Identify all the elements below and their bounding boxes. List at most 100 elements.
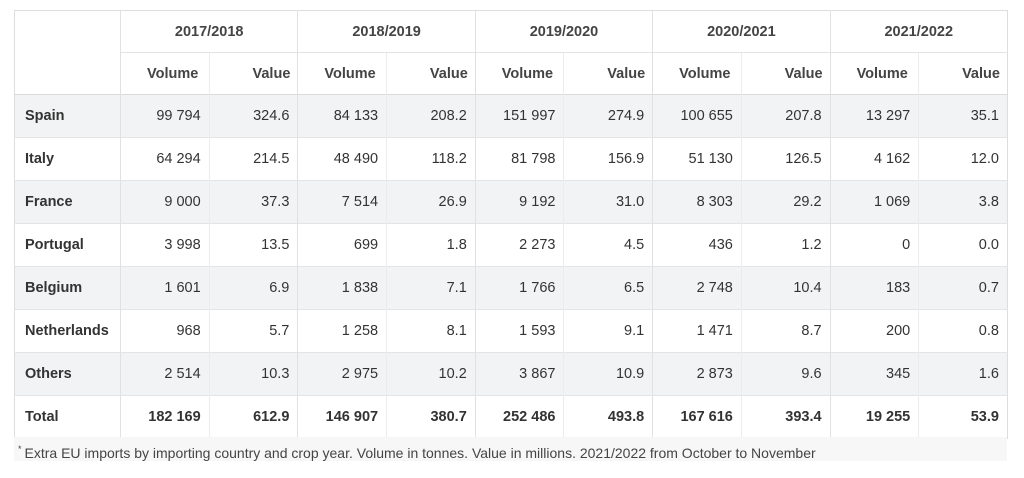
- volume-cell: 7 514: [297, 180, 387, 224]
- volume-cell: 3 867: [474, 352, 564, 396]
- table-row: Spain 99 794 324.6 84 133 208.2 151 997 274.9 1…: [14, 94, 1008, 138]
- volume-cell: 48 490: [297, 137, 387, 181]
- value-cell: 214.5: [208, 137, 298, 181]
- table-body: Spain 99 794 324.6 84 133 208.2 151 997 274.9 1…: [14, 94, 1008, 439]
- country-cell: Portugal: [14, 223, 121, 267]
- value-cell: 6.9: [208, 266, 298, 310]
- volume-cell: 1 069: [829, 180, 919, 224]
- value-header: Value: [208, 52, 298, 95]
- volume-header: Volume: [474, 52, 564, 95]
- country-cell: Others: [14, 352, 121, 396]
- volume-cell: 9 000: [120, 180, 210, 224]
- volume-cell: 1 258: [297, 309, 387, 353]
- country-cell: France: [14, 180, 121, 224]
- volume-cell: 99 794: [120, 94, 210, 138]
- value-header: Value: [740, 52, 831, 95]
- value-cell: 10.2: [386, 352, 476, 396]
- corner-cell: [14, 10, 121, 95]
- value-cell: 7.1: [386, 266, 476, 310]
- year-header-row: 2017/2018 2018/2019 2019/2020 2020/2021 …: [14, 10, 1008, 95]
- value-cell: 0.7: [918, 266, 1008, 310]
- table-row: Italy 64 294 214.5 48 490 118.2 81 798 156.9 51…: [14, 137, 1008, 181]
- value-cell: 9.1: [563, 309, 653, 353]
- value-cell: 8.1: [386, 309, 476, 353]
- value-cell: 0.8: [918, 309, 1008, 353]
- value-cell: 0.0: [918, 223, 1008, 267]
- volume-cell: 183: [829, 266, 919, 310]
- volume-cell: 1 601: [120, 266, 210, 310]
- volume-cell: 252 486: [474, 395, 564, 439]
- year-header: 2021/2022: [829, 10, 1008, 53]
- table-header: 2017/2018 2018/2019 2019/2020 2020/2021 …: [14, 10, 1008, 95]
- imports-table: 2017/2018 2018/2019 2019/2020 2020/2021 …: [14, 10, 1008, 439]
- volume-header: Volume: [829, 52, 919, 95]
- value-cell: 380.7: [386, 395, 476, 439]
- value-cell: 207.8: [740, 94, 831, 138]
- volume-cell: 51 130: [652, 137, 742, 181]
- year-header: 2019/2020: [474, 10, 653, 53]
- value-cell: 10.4: [740, 266, 831, 310]
- volume-cell: 9 192: [474, 180, 564, 224]
- value-cell: 29.2: [740, 180, 831, 224]
- imports-table-container: 2017/2018 2018/2019 2019/2020 2020/2021 …: [14, 10, 1008, 439]
- value-cell: 493.8: [563, 395, 653, 439]
- value-cell: 12.0: [918, 137, 1008, 181]
- value-cell: 1.6: [918, 352, 1008, 396]
- value-cell: 3.8: [918, 180, 1008, 224]
- country-cell: Total: [14, 395, 121, 439]
- volume-cell: 345: [829, 352, 919, 396]
- volume-header: Volume: [120, 52, 210, 95]
- table-row: France 9 000 37.3 7 514 26.9 9 192 31.0 8 303 29…: [14, 180, 1008, 224]
- volume-header: Volume: [652, 52, 742, 95]
- table-row: Belgium 1 601 6.9 1 838 7.1 1 766 6.5 2 748 10.4…: [14, 266, 1008, 310]
- volume-cell: 100 655: [652, 94, 742, 138]
- volume-cell: 1 766: [474, 266, 564, 310]
- value-cell: 31.0: [563, 180, 653, 224]
- value-cell: 10.9: [563, 352, 653, 396]
- volume-cell: 2 975: [297, 352, 387, 396]
- value-cell: 208.2: [386, 94, 476, 138]
- volume-cell: 0: [829, 223, 919, 267]
- volume-cell: 1 471: [652, 309, 742, 353]
- volume-cell: 1 838: [297, 266, 387, 310]
- volume-cell: 699: [297, 223, 387, 267]
- value-cell: 35.1: [918, 94, 1008, 138]
- volume-cell: 8 303: [652, 180, 742, 224]
- volume-cell: 2 748: [652, 266, 742, 310]
- volume-cell: 2 514: [120, 352, 210, 396]
- volume-cell: 436: [652, 223, 742, 267]
- value-cell: 37.3: [208, 180, 298, 224]
- volume-cell: 2 873: [652, 352, 742, 396]
- value-header: Value: [918, 52, 1008, 95]
- volume-cell: 13 297: [829, 94, 919, 138]
- table-row: Others 2 514 10.3 2 975 10.2 3 867 10.9 2 873 9.…: [14, 352, 1008, 396]
- value-cell: 274.9: [563, 94, 653, 138]
- value-cell: 53.9: [918, 395, 1008, 439]
- footnote-text: Extra EU imports by importing country an…: [24, 445, 816, 461]
- value-cell: 156.9: [563, 137, 653, 181]
- year-header: 2017/2018: [119, 10, 298, 53]
- volume-header: Volume: [297, 52, 387, 95]
- footnote-marker: *: [18, 444, 22, 454]
- volume-cell: 3 998: [120, 223, 210, 267]
- volume-cell: 2 273: [474, 223, 564, 267]
- table-row: Portugal 3 998 13.5 699 1.8 2 273 4.5 436 1.2 0 0.…: [14, 223, 1008, 267]
- country-cell: Italy: [14, 137, 121, 181]
- value-cell: 13.5: [208, 223, 298, 267]
- value-cell: 26.9: [386, 180, 476, 224]
- value-cell: 118.2: [386, 137, 476, 181]
- country-cell: Netherlands: [14, 309, 121, 353]
- volume-cell: 81 798: [474, 137, 564, 181]
- value-cell: 10.3: [208, 352, 298, 396]
- volume-cell: 146 907: [297, 395, 387, 439]
- volume-cell: 19 255: [829, 395, 919, 439]
- volume-cell: 1 593: [474, 309, 564, 353]
- volume-cell: 151 997: [474, 94, 564, 138]
- value-header: Value: [563, 52, 653, 95]
- value-cell: 1.8: [386, 223, 476, 267]
- value-cell: 4.5: [563, 223, 653, 267]
- volume-cell: 182 169: [120, 395, 210, 439]
- value-cell: 9.6: [740, 352, 831, 396]
- volume-cell: 4 162: [829, 137, 919, 181]
- year-header: 2018/2019: [297, 10, 476, 53]
